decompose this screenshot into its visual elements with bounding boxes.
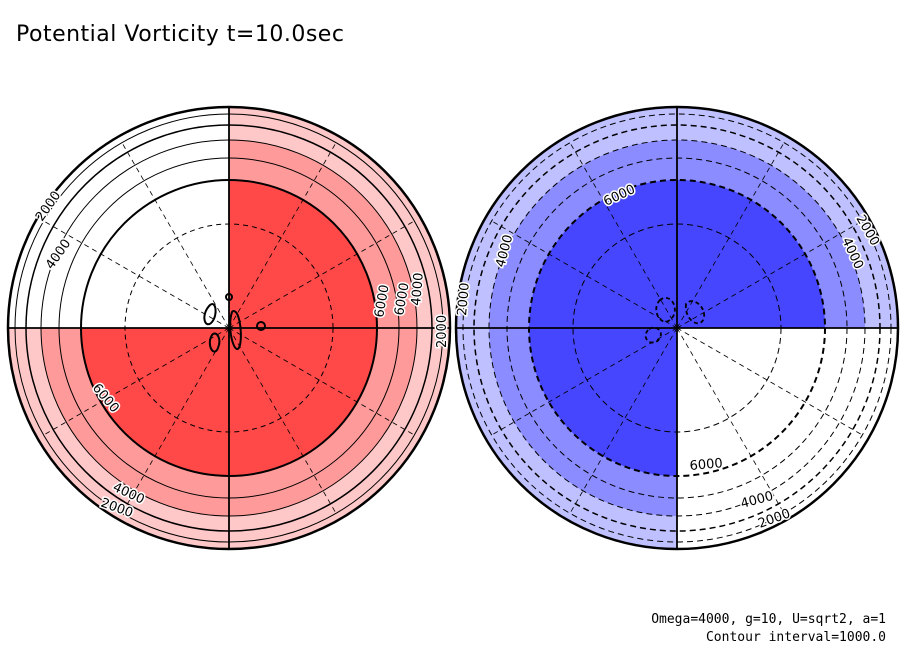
left-label-2: 4000 [43, 237, 74, 273]
left-label-5: 6000 [372, 283, 393, 318]
left-label-4: 4000 [409, 272, 427, 306]
left-hemisphere-plot [8, 107, 450, 549]
left-label-1: 2000 [33, 189, 64, 225]
right-core-contours [644, 297, 705, 344]
right-label-8: 2000 [756, 506, 792, 531]
right-globe-outline [454, 105, 900, 551]
contour-interval-note: Contour interval=1000.0 [705, 630, 886, 645]
left-globe-outline [6, 105, 452, 551]
plot-title: Potential Vorticity t=10.0sec [16, 22, 345, 47]
left-label-3: 6000 [392, 281, 413, 316]
parameters-note: Omega=4000, g=10, U=sqrt2, a=1 [651, 612, 886, 627]
right-label-6: 6000 [689, 456, 723, 474]
right-label-3: 2000 [455, 282, 473, 316]
right-hemisphere-plot [456, 107, 898, 549]
left-label-6: 2000 [435, 315, 450, 348]
